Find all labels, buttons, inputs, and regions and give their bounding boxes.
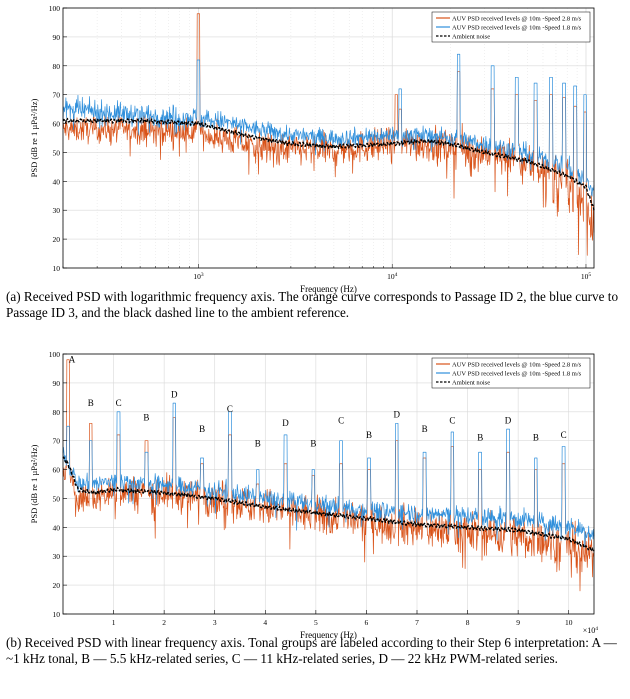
annotation-label: C — [116, 398, 122, 408]
series-group — [62, 359, 595, 592]
y-tick-label: 100 — [49, 4, 61, 13]
y-tick-label: 10 — [53, 610, 61, 619]
y-tick-label: 30 — [53, 552, 61, 561]
annotation-label: B — [255, 438, 261, 448]
annotation-label: B — [533, 433, 539, 443]
caption-a: (a) Received PSD with logarithmic freque… — [6, 289, 619, 320]
annotation-label: C — [338, 415, 344, 425]
y-tick-label: 20 — [53, 581, 61, 590]
y-tick-label: 10 — [53, 264, 61, 273]
y-tick-label: 40 — [53, 177, 61, 186]
legend: AUV PSD received levels @ 10m -Speed 2.8… — [431, 357, 591, 389]
y-tick-label: 40 — [53, 523, 61, 532]
x-tick-label: 4 — [263, 618, 267, 627]
y-tick-label: 90 — [53, 379, 61, 388]
x-tick-label: 103 — [193, 272, 204, 281]
grid — [63, 353, 594, 615]
legend-label: Ambient noise — [452, 380, 490, 387]
legend-label: AUV PSD received levels @ 10m -Speed 2.8… — [452, 362, 582, 369]
chart-a: 10 20 30 40 50 60 70 80 90 100 103 104 105 Frequency… — [29, 4, 595, 294]
annotation-label: B — [199, 424, 205, 434]
annotation-label: B — [366, 430, 372, 440]
series-line-1 — [62, 13, 595, 256]
y-tick-label: 90 — [53, 33, 61, 42]
y-tick-label: 50 — [53, 148, 61, 157]
annotation-label: B — [88, 398, 94, 408]
plot-frame — [62, 353, 595, 615]
y-tick-label: 20 — [53, 235, 61, 244]
x-axis-multiplier: ×104 — [583, 626, 599, 635]
caption-b: (b) Received PSD with linear frequency a… — [6, 635, 617, 666]
y-tick-label: 80 — [53, 408, 61, 417]
x-tick-label: 10 — [565, 618, 573, 627]
x-tick-label: 6 — [365, 618, 369, 627]
annotation-label: D — [282, 418, 289, 428]
legend-label: Ambient noise — [452, 34, 490, 41]
x-tick-label: 8 — [466, 618, 470, 627]
legend-box — [431, 357, 591, 389]
y-axis-label: PSD (dB re 1 µPa²/Hz) — [29, 444, 39, 523]
annotation-label: B — [143, 412, 149, 422]
annotations: A B C B D B C B D B C B D B C B D B C — [69, 355, 567, 449]
x-tick-label: 105 — [581, 272, 592, 281]
grid — [62, 7, 594, 269]
plot-frame — [62, 7, 595, 269]
y-tick-label: 30 — [53, 206, 61, 215]
x-tick-label: 2 — [162, 618, 166, 627]
y-tick-label: 100 — [49, 350, 61, 359]
annotation-label: D — [394, 410, 401, 420]
x-tick-label: 1 — [112, 618, 116, 627]
ticks: 10 20 30 40 50 60 70 80 90 100 1 2 3 4 5 6 7 8 9 10 — [49, 350, 573, 627]
x-tick-label: 5 — [314, 618, 318, 627]
series-group — [62, 13, 595, 256]
annotation-label: B — [310, 438, 316, 448]
y-tick-label: 80 — [53, 62, 61, 71]
legend-box — [431, 11, 591, 43]
x-axis-label: Frequency (Hz) — [300, 630, 357, 640]
legend-label: AUV PSD received levels @ 10m -Speed 1.8… — [452, 371, 582, 378]
annotation-label: C — [449, 415, 455, 425]
annotation-label: D — [171, 389, 178, 399]
legend-label: AUV PSD received levels @ 10m -Speed 1.8… — [452, 25, 582, 32]
annotation-label: C — [561, 430, 567, 440]
y-tick-label: 60 — [53, 466, 61, 475]
annotation-label: A — [69, 355, 76, 365]
y-tick-label: 60 — [53, 120, 61, 129]
x-tick-label: 104 — [387, 272, 398, 281]
x-tick-label: 7 — [415, 618, 419, 627]
x-axis-label: Frequency (Hz) — [300, 284, 357, 294]
ticks: 10 20 30 40 50 60 70 80 90 100 103 104 105 — [49, 4, 592, 281]
chart-b: 10 20 30 40 50 60 70 80 90 100 1 2 3 4 5 6 7 8 9 10 A B C B D B C… — [29, 350, 598, 640]
annotation-label: B — [422, 424, 428, 434]
series-line-3 — [62, 117, 595, 211]
legend: AUV PSD received levels @ 10m -Speed 2.8… — [431, 11, 591, 43]
x-tick-label: 9 — [516, 618, 520, 627]
x-tick-label: 3 — [213, 618, 217, 627]
annotation-label: B — [477, 433, 483, 443]
series-line-3 — [62, 456, 595, 552]
y-tick-label: 50 — [53, 494, 61, 503]
y-axis-label: PSD (dB re 1 µPa²/Hz) — [29, 98, 39, 177]
annotation-label: D — [505, 415, 512, 425]
y-tick-label: 70 — [53, 91, 61, 100]
annotation-label: C — [227, 404, 233, 414]
legend-label: AUV PSD received levels @ 10m -Speed 2.8… — [452, 16, 582, 23]
y-tick-label: 70 — [53, 437, 61, 446]
